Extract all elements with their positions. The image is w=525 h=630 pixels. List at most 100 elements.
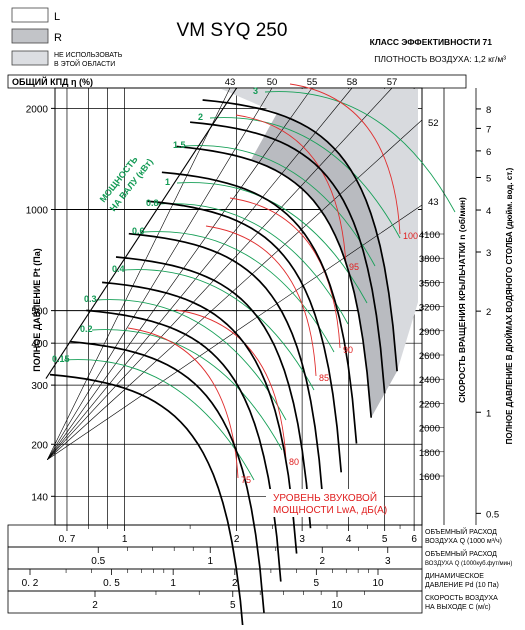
speed-curve <box>176 145 373 418</box>
power-line <box>264 91 456 213</box>
outlet-speed-label-line2: НА ВЫХОДЕ C (м/с) <box>425 604 491 611</box>
speed-tick-label: 3800 <box>419 254 440 265</box>
inch-tick-label: 2 <box>486 307 491 318</box>
efficiency-class: КЛАСС ЭФФЕКТИВНОСТИ 71 <box>370 37 493 47</box>
bottom-scales: 0. 7 1 2 3 4 5 6 0.5 1 2 3 0. 2 0. 5 1 2 5 10 2 5 10 ОБЪЕМН… <box>7 524 512 614</box>
scale-tick-label: 0.5 <box>91 556 105 567</box>
left-tick-label: 400 <box>31 339 48 350</box>
sound-line <box>175 309 287 461</box>
left-tick-label: 300 <box>31 381 48 392</box>
power-value-label: 0.8 <box>146 198 159 208</box>
left-axis-label: ПОЛНОЕ ДАВЛЕНИЕ Pt (Па) <box>32 248 42 372</box>
efficiency-line <box>47 87 393 460</box>
left-tick-label: 500 <box>31 307 48 318</box>
legend: L R НЕ ИСПОЛЬЗОВАТЬ В ЭТОЙ ОБЛАСТИ <box>11 7 123 68</box>
scale-tick-label: 10 <box>372 578 384 589</box>
scale-tick-label: 3 <box>385 556 391 567</box>
efficiency-line <box>47 87 231 460</box>
sound-value-label: 100 <box>403 231 418 241</box>
scale-tick-label: 10 <box>331 600 343 611</box>
scale-tick-label: 6 <box>411 534 417 545</box>
flow-m3-label-line2: ВОЗДУХА Q (1000 м³/ч) <box>425 538 502 545</box>
power-line <box>184 145 376 267</box>
outlet-speed-scale-box <box>7 590 423 614</box>
efficiency-right-labels: 52 43 <box>428 118 439 208</box>
efficiency-header: ОБЩИЙ КПД η (%) <box>12 76 93 87</box>
inch-tick-label: 7 <box>486 124 491 135</box>
speed-axis-label: СКОРОСТЬ ВРАЩЕНИЯ КРЫЛЬЧАТКИ n (об/мин) <box>457 197 467 403</box>
sound-value-label: 80 <box>289 457 299 467</box>
power-value-label: 2 <box>198 112 203 122</box>
sound-line <box>235 114 347 266</box>
efficiency-line <box>47 119 423 460</box>
dyn-pressure-label-line1: ДИНАМИЧЕСКОЕ <box>425 573 484 580</box>
efficiency-label: 57 <box>387 77 398 88</box>
scale-tick-label: 4 <box>346 534 352 545</box>
efficiency-label: 43 <box>225 77 236 88</box>
dyn-pressure-label-line2: ДАВЛЕНИЕ Pd (10 Па) <box>425 582 499 589</box>
legend-r-swatch <box>11 28 49 44</box>
power-value-label: 0.6 <box>132 226 145 236</box>
outlet-speed-label-line1: СКОРОСТЬ ВОЗДУХА <box>425 595 498 602</box>
speed-tick-label: 1600 <box>419 472 440 483</box>
sound-label-line1: УРОВЕНЬ ЗВУКОВОЙ <box>273 491 377 504</box>
inch-tick-label: 8 <box>486 105 491 116</box>
scale-tick-label: 0. 2 <box>22 578 39 589</box>
scale-tick-label: 2 <box>319 556 325 567</box>
left-tick-label: 200 <box>31 440 48 451</box>
speed-curve <box>202 99 398 372</box>
legend-l-label: L <box>54 11 60 23</box>
sound-value-label: 90 <box>343 345 353 355</box>
speed-tick-label: 2400 <box>419 375 440 386</box>
sound-label-bg <box>266 489 384 517</box>
power-value-label: 0.3 <box>84 294 97 304</box>
power-value-label: 0.15 <box>52 354 70 364</box>
speed-curve <box>161 171 358 444</box>
power-line <box>157 203 349 325</box>
scale-tick-label: 0. 5 <box>103 578 120 589</box>
flow-m3-label-line1: ОБЪЕМНЫЙ РАСХОД <box>425 527 497 536</box>
power-line <box>209 117 401 239</box>
legend-r-label: R <box>54 32 62 44</box>
left-tick-label: 1000 <box>26 205 49 216</box>
speed-tick-label: 2900 <box>419 327 440 338</box>
speed-tick-label: 2600 <box>419 351 440 362</box>
sound-value-label: 95 <box>349 262 359 272</box>
scale-tick-label: 5 <box>230 600 236 611</box>
sound-value-label: 75 <box>241 475 251 485</box>
power-value-label: 1.5 <box>173 140 186 150</box>
flow-cfm-label-line2: ВОЗДУХА Q (1000куб.фут/мин) <box>425 561 512 567</box>
speed-curve <box>49 373 244 630</box>
not-allowed-zone <box>221 89 418 372</box>
speed-curves <box>49 99 398 630</box>
legend-na-line1: НЕ ИСПОЛЬЗОВАТЬ <box>54 52 123 59</box>
speed-tick-label: 4100 <box>419 230 440 241</box>
sound-line <box>205 225 317 377</box>
scale-tick-label: 5 <box>314 578 320 589</box>
scale-tick-label: 1 <box>170 578 176 589</box>
flow-cfm-label-line1: ОБЪЕМНЫЙ РАСХОД <box>425 549 497 558</box>
power-line <box>123 269 315 391</box>
efficiency-top-labels: 43 50 55 58 57 <box>225 77 398 88</box>
speed-curve <box>190 121 386 394</box>
sound-line <box>127 327 239 479</box>
scale-tick-label: 0. 7 <box>59 534 76 545</box>
speed-curve <box>146 200 343 473</box>
inch-tick-label: 3 <box>486 248 491 259</box>
power-line <box>91 329 283 451</box>
scale-tick-label: 1 <box>207 556 213 567</box>
inches-axis-label: ПОЛНОЕ ДАВЛЕНИЕ В ДЮЙМАХ ВОДЯНОГО СТОЛБА… <box>505 167 514 444</box>
chart-title: VM SYQ 250 <box>177 20 288 41</box>
dyn-pressure-scale-box <box>7 568 423 592</box>
scale-tick-label: 2 <box>234 534 240 545</box>
speed-axis-ticks: 4100 3800 3500 3200 2900 2600 2400 2200 2000 1800… <box>419 230 444 483</box>
speed-curve <box>69 340 265 613</box>
speed-tick-label: 2200 <box>419 399 440 410</box>
legend-na-line2: В ЭТОЙ ОБЛАСТИ <box>54 59 115 68</box>
efficiency-label: 58 <box>347 77 358 88</box>
speed-curve <box>128 232 325 505</box>
left-tick-label: 2000 <box>26 104 49 115</box>
legend-l-swatch <box>11 7 49 23</box>
speed-curve <box>102 281 298 554</box>
